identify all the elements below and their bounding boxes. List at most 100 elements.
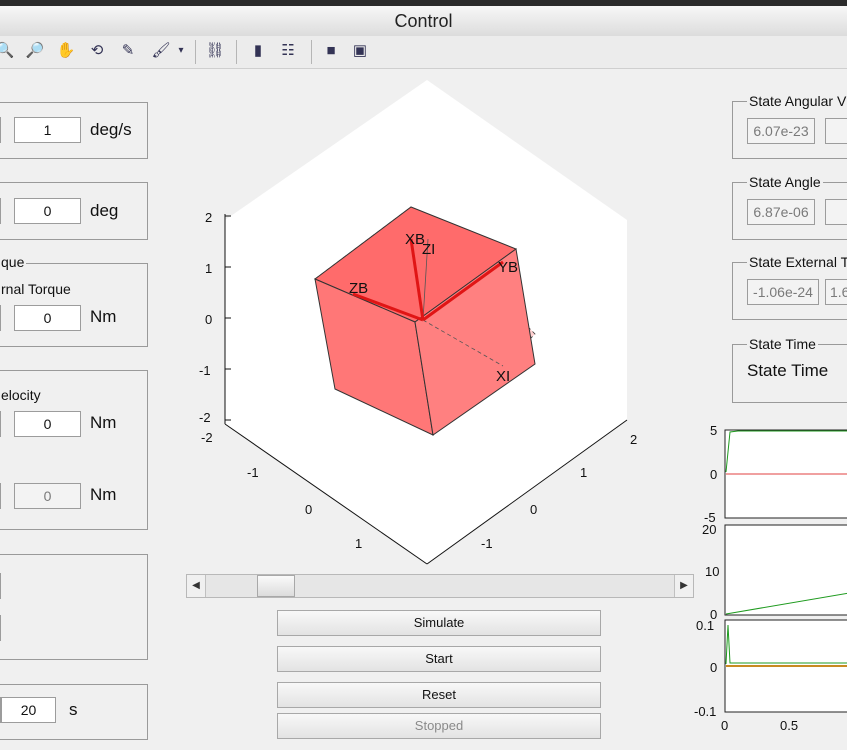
zoom-in-icon[interactable]: 🔍 [0,42,15,59]
plot1-tick: 5 [710,423,717,438]
plot1-tick: 0 [710,467,717,482]
velocity-ro-field-partial [0,483,1,509]
state-angle-panel: State Angle 6.87e-06 [732,174,847,240]
zi-label: ZI [422,241,435,258]
angle-unit: deg [90,201,119,220]
plot1-green-line [725,430,847,473]
cube-right-face [414,248,536,436]
time-field-partial[interactable] [0,697,1,723]
velocity-readonly-unit: Nm [90,485,117,504]
xb-label: XB [405,231,425,248]
brush-icon[interactable]: 🖌 [151,42,171,59]
plot2-tick: 0 [710,607,717,622]
rate-input[interactable]: 1 [14,117,81,143]
y-axis-line [426,419,628,565]
link-plot-icon[interactable]: ⛓ [205,42,225,59]
state-angular-velocity-value: 6.07e-23 [747,118,815,144]
attitude-3d-plot[interactable]: 2 1 0 -1 -2 -2 -1 0 1 2 1 0 -1 XB ZI YB … [185,74,685,574]
state-external-torque-value: -1.06e-24 [747,279,819,305]
sim-time-unit: s [69,700,78,719]
option-field-2-partial[interactable] [0,615,1,641]
options-panel [0,554,148,660]
toolbar-separator [311,40,312,64]
y-tick-label: 2 [630,432,637,447]
simulate-button[interactable]: Simulate [277,610,601,636]
state-angular-velocity-value-2 [825,118,847,144]
state-external-torque-title: State External T [747,254,847,270]
ext-torque-unit: Nm [90,307,117,326]
z-tick-label: -2 [199,410,211,425]
xi-label: XI [496,368,510,385]
show-plot-tools-icon[interactable]: ▣ [352,42,368,59]
body-x-axis [409,238,425,321]
angle-field-partial[interactable] [0,198,1,224]
ext-torque-field-partial[interactable] [0,305,1,331]
data-cursor-icon[interactable]: ✎ [121,42,135,59]
z-tick-label: 1 [205,261,212,276]
toolbar-separator [236,40,237,64]
yb-label: YB [498,259,518,276]
z-tick-label: 0 [205,312,212,327]
angle-panel: 0 deg [0,182,148,240]
plot3-tick: 0 [710,660,717,675]
state-angle-value: 6.87e-06 [747,199,815,225]
y-tick-label: 0 [530,502,537,517]
sim-time-input[interactable]: 20 [1,697,56,723]
reset-button[interactable]: Reset [277,682,601,708]
x-axis-line [224,423,428,565]
state-angular-velocity-title: State Angular V [747,93,847,109]
plot2-tick: 20 [702,522,716,537]
time-panel: 20 s [0,684,148,740]
pan-hand-icon[interactable]: ✋ [56,42,76,59]
torque-panel: que rnal Torque 0 Nm [0,254,148,347]
velocity-input[interactable]: 0 [14,411,81,437]
slider-thumb[interactable] [257,575,296,597]
brush-dropdown-icon[interactable]: ▾ [178,45,184,56]
x-tick-label: 0.5 [780,718,798,733]
angle-input[interactable]: 0 [14,198,81,224]
plot2-green-line [725,592,847,615]
plot3-tick: 0.1 [696,618,714,633]
legend-icon[interactable]: ☷ [281,42,295,59]
velocity-panel: elocity 0 Nm 0 Nm [0,370,148,530]
body-z-axis [352,292,424,322]
toolbar-separator [195,40,196,64]
state-angle-value-2 [825,199,847,225]
y-tick-label: 1 [580,465,587,480]
window-top-edge [0,0,847,6]
stopped-status-button: Stopped [277,713,601,739]
plot3-tick: -0.1 [694,704,716,719]
x-tick-label: 0 [305,502,312,517]
rate-unit: deg/s [90,120,132,139]
z-tick-label: -1 [199,363,211,378]
ext-torque-input[interactable]: 0 [14,305,81,331]
rotate-3d-icon[interactable]: ⟲ [90,42,104,59]
state-history-plots: 5 0 -5 20 10 0 0.1 0 -0.1 0 0.5 [694,423,847,733]
velocity-field-partial[interactable] [0,411,1,437]
zoom-out-icon[interactable]: 🔎 [25,42,45,59]
window-title: Control [0,6,847,36]
colorbar-icon[interactable]: ▮ [253,42,263,59]
rate-field-partial[interactable] [0,117,1,143]
inertial-z-axis [422,238,429,321]
slider-left-arrow-icon[interactable]: ◀ [187,575,206,597]
state-angle-title: State Angle [747,174,823,190]
start-button[interactable]: Start [277,646,601,672]
state-external-torque-value-2: 1.6 [825,279,847,305]
x-tick-label: -1 [247,465,259,480]
z-tick-label: 2 [205,210,212,225]
plot2-axes [724,524,847,616]
option-field-1-partial[interactable] [0,573,1,599]
plot3-green-line [725,624,847,665]
inertial-x-axis [422,319,504,367]
state-time-panel: State Time State Time [732,336,847,403]
time-slider[interactable]: ◀ ▶ [186,574,694,598]
velocity-unit: Nm [90,413,117,432]
body-y-axis [422,260,504,322]
figure-toolbar [0,36,847,69]
x-tick-label: -2 [201,430,213,445]
slider-right-arrow-icon[interactable]: ▶ [674,575,693,597]
hide-plot-tools-icon[interactable]: ■ [326,42,336,59]
torque-panel-title: que [0,254,27,270]
ext-torque-label: rnal Torque [1,281,71,297]
